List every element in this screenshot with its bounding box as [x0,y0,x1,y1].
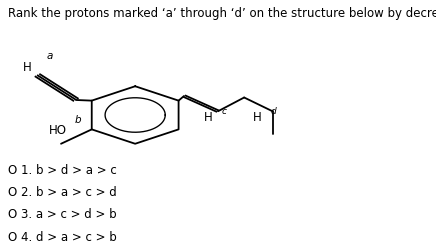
Text: H: H [23,61,31,74]
Text: b: b [74,115,81,125]
Text: O 3. a > c > d > b: O 3. a > c > d > b [8,208,116,222]
Text: O 2. b > a > c > d: O 2. b > a > c > d [8,186,116,199]
Text: H: H [253,111,262,124]
Text: O 4. d > a > c > b: O 4. d > a > c > b [8,231,116,244]
Text: d: d [270,107,276,116]
Text: a: a [47,51,53,61]
Text: c: c [221,107,226,116]
Text: Rank the protons marked ‘a’ through ‘d’ on the structure below by decreasing aci: Rank the protons marked ‘a’ through ‘d’ … [8,8,436,20]
Text: H: H [204,111,213,124]
Text: O 1. b > d > a > c: O 1. b > d > a > c [8,164,116,176]
Text: HO: HO [48,124,67,136]
